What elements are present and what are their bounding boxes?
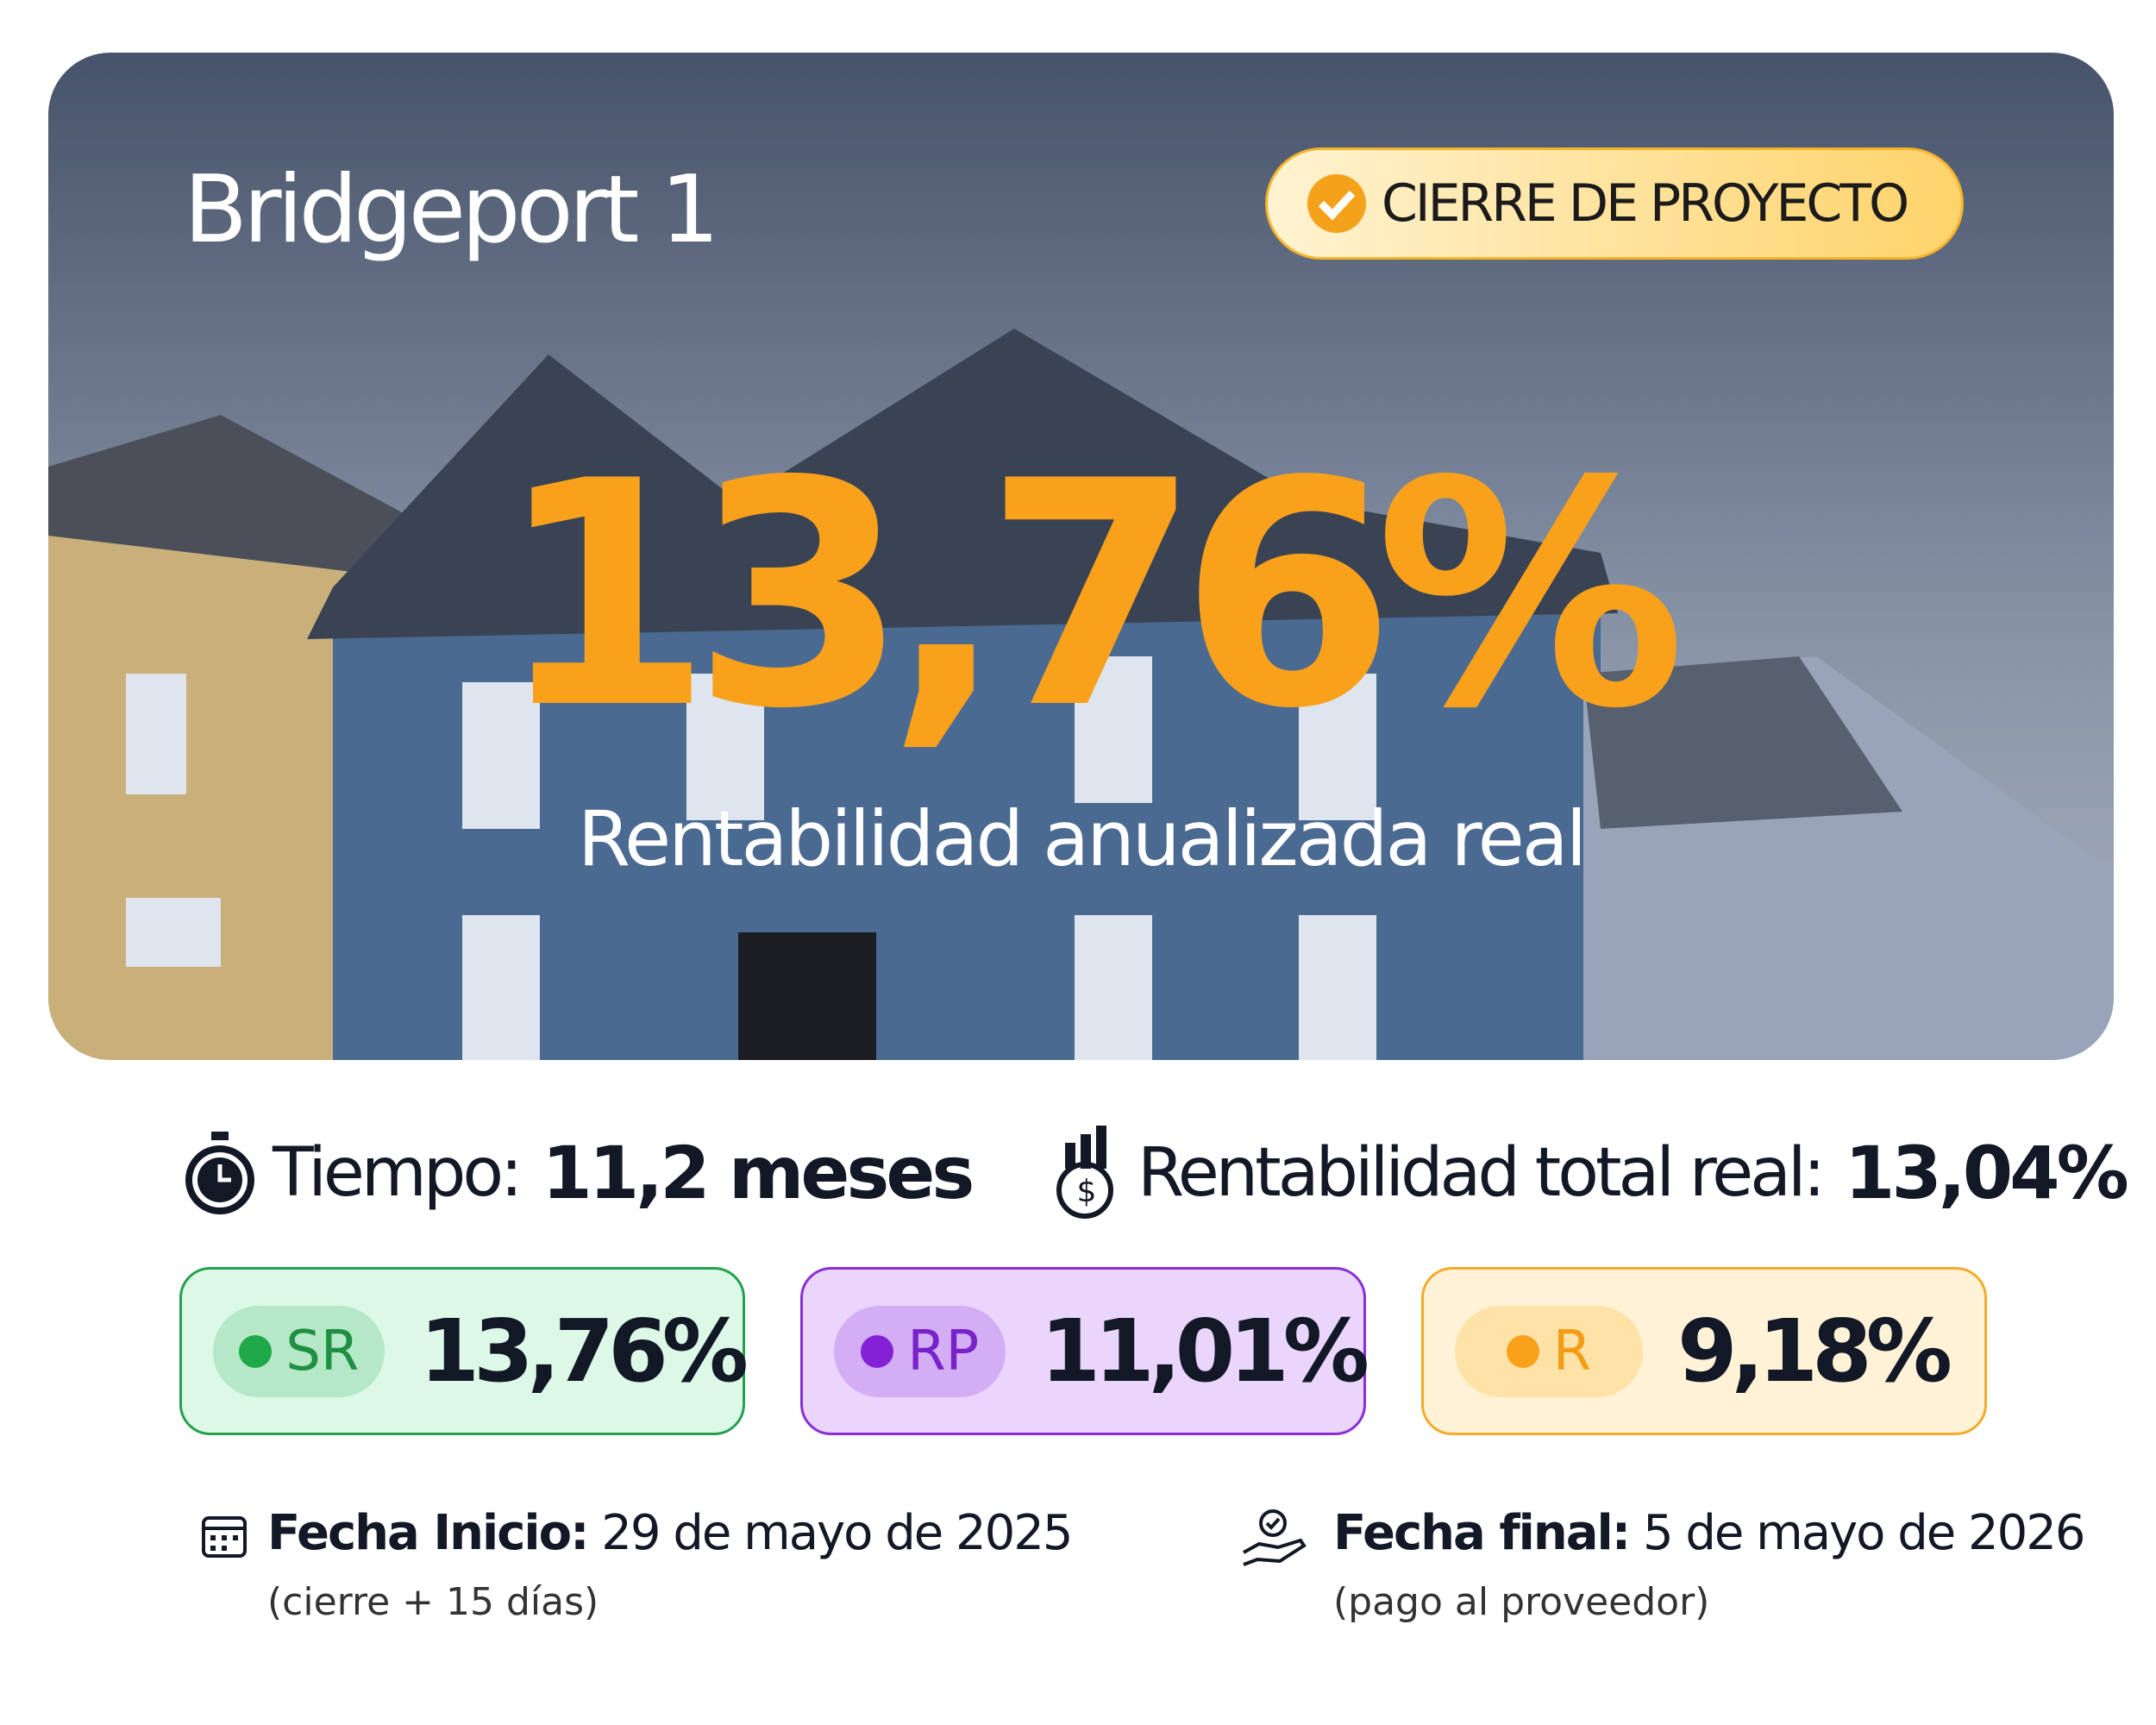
hero-card: Bridgeport 1 CIERRE DE PROYECTO 13,76% R… bbox=[48, 53, 2114, 1060]
tier-pill: RP bbox=[834, 1305, 1006, 1397]
date-start: Fecha Inicio: 29 de mayo de 2025 bbox=[267, 1505, 1074, 1561]
svg-text:$: $ bbox=[1077, 1174, 1094, 1209]
badge-text: CIERRE DE PROYECTO bbox=[1382, 173, 1909, 234]
tier-card: R 9,18% bbox=[1421, 1267, 1987, 1435]
date-note: (pago al proveedor) bbox=[1333, 1580, 1710, 1624]
date-label: Fecha Inicio: bbox=[267, 1505, 589, 1561]
date-note: (cierre + 15 días) bbox=[267, 1580, 599, 1624]
stat-time: Tiempo: 11,2 meses bbox=[183, 1130, 975, 1216]
tier-name: SR bbox=[285, 1319, 360, 1383]
date-value: 5 de mayo de 2026 bbox=[1642, 1505, 2086, 1561]
stat-return: $ Rentabilidad total real: 13,04% bbox=[1048, 1126, 2129, 1219]
tier-dot bbox=[861, 1334, 894, 1368]
project-title: Bridgeport 1 bbox=[184, 156, 719, 264]
growth-icon: $ bbox=[1056, 1126, 1113, 1219]
stat-label: Rentabilidad total real: bbox=[1138, 1134, 1826, 1212]
tier-card: SR 13,76% bbox=[179, 1267, 749, 1435]
tier-pill: SR bbox=[213, 1305, 385, 1397]
tier-dot bbox=[239, 1334, 273, 1368]
payment-icon bbox=[1243, 1509, 1307, 1566]
headline-value: 13,76% bbox=[496, 415, 1686, 776]
stat-value: 13,04% bbox=[1844, 1131, 2129, 1215]
tier-dot bbox=[1506, 1334, 1539, 1368]
tier-value: 11,01% bbox=[1040, 1301, 1369, 1402]
stat-value: 11,2 meses bbox=[542, 1131, 975, 1215]
tier-value: 13,76% bbox=[419, 1301, 749, 1402]
stat-label: Tiempo: bbox=[273, 1134, 523, 1212]
tier-name: RP bbox=[907, 1319, 980, 1383]
tier-pill: R bbox=[1455, 1305, 1643, 1397]
stopwatch-icon bbox=[185, 1132, 254, 1214]
date-label: Fecha final: bbox=[1333, 1505, 1631, 1561]
house-illustration bbox=[48, 329, 2114, 1060]
headline-label: Rentabilidad anualizada real bbox=[577, 794, 1587, 883]
date-value: 29 de mayo de 2025 bbox=[601, 1505, 1073, 1561]
date-end: Fecha final: 5 de mayo de 2026 bbox=[1333, 1505, 2086, 1561]
tier-card: RP 11,01% bbox=[800, 1267, 1369, 1435]
tier-name: R bbox=[1552, 1319, 1592, 1383]
check-icon bbox=[1307, 174, 1366, 233]
status-badge: CIERRE DE PROYECTO bbox=[1265, 147, 1964, 260]
calendar-icon bbox=[202, 1516, 247, 1558]
tier-value: 9,18% bbox=[1677, 1301, 1952, 1402]
